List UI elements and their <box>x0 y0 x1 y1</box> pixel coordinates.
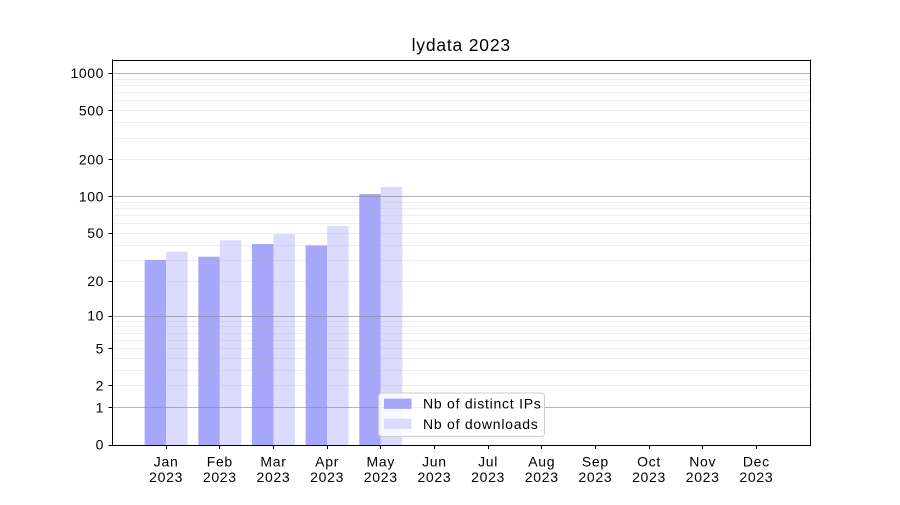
svg-text:2: 2 <box>96 378 104 394</box>
svg-text:May: May <box>366 453 395 469</box>
svg-text:2023: 2023 <box>364 469 398 485</box>
svg-text:Mar: Mar <box>260 453 286 469</box>
svg-text:10: 10 <box>87 308 104 324</box>
svg-text:2023: 2023 <box>310 469 344 485</box>
svg-text:2023: 2023 <box>149 469 183 485</box>
svg-text:Aug: Aug <box>528 453 555 469</box>
svg-text:2023: 2023 <box>525 469 559 485</box>
svg-text:2023: 2023 <box>686 469 720 485</box>
svg-text:1: 1 <box>96 399 104 415</box>
svg-text:50: 50 <box>87 225 104 241</box>
svg-text:2023: 2023 <box>203 469 237 485</box>
svg-text:0: 0 <box>96 437 104 453</box>
svg-text:Apr: Apr <box>315 453 339 469</box>
svg-text:Jun: Jun <box>422 453 447 469</box>
svg-text:200: 200 <box>79 151 104 167</box>
svg-text:Sep: Sep <box>582 453 609 469</box>
svg-text:2023: 2023 <box>417 469 451 485</box>
svg-text:2023: 2023 <box>739 469 773 485</box>
svg-text:Nb of distinct IPs: Nb of distinct IPs <box>423 396 542 412</box>
svg-text:2023: 2023 <box>471 469 505 485</box>
svg-text:Jul: Jul <box>478 453 498 469</box>
svg-text:1000: 1000 <box>70 65 104 81</box>
svg-text:100: 100 <box>79 189 104 205</box>
svg-text:2023: 2023 <box>632 469 666 485</box>
svg-text:500: 500 <box>79 102 104 118</box>
svg-text:2023: 2023 <box>578 469 612 485</box>
svg-text:Jan: Jan <box>154 453 179 469</box>
svg-text:2023: 2023 <box>256 469 290 485</box>
svg-text:Oct: Oct <box>637 453 661 469</box>
svg-text:5: 5 <box>96 340 104 356</box>
svg-text:Dec: Dec <box>743 453 770 469</box>
svg-text:Nov: Nov <box>689 453 716 469</box>
svg-text:20: 20 <box>87 273 104 289</box>
svg-text:Feb: Feb <box>207 453 233 469</box>
svg-text:Nb of downloads: Nb of downloads <box>423 416 539 432</box>
svg-text:lydata 2023: lydata 2023 <box>412 35 511 55</box>
